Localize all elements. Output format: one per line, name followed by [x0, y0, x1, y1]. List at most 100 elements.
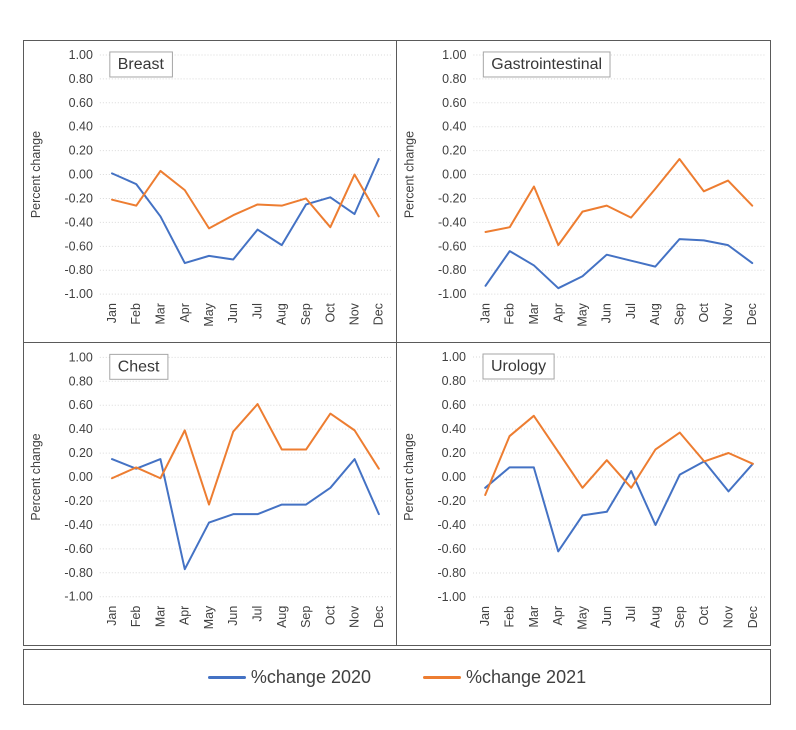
x-tick-label: Nov	[721, 302, 735, 325]
x-tick-label: Jun	[600, 303, 614, 323]
x-tick-label: Jun	[600, 606, 614, 626]
y-tick-label: 0.60	[442, 96, 466, 110]
y-tick-label: -0.40	[65, 215, 93, 229]
y-tick-label: 0.00	[69, 168, 93, 182]
y-tick-label: 1.00	[69, 350, 93, 364]
y-tick-label: -0.20	[438, 191, 466, 205]
y-tick-label: -0.60	[65, 239, 93, 253]
chart-panel-gastrointestinal: 1.00 0.80 0.60 0.40 0.20 0.00 -0.20 -0.40 -0.60 -…	[397, 41, 770, 343]
y-tick-label: 0.60	[442, 398, 466, 412]
y-tick-label: 0.40	[442, 120, 466, 134]
x-tick-label: Feb	[503, 606, 517, 628]
x-tick-label: Jan	[105, 606, 119, 626]
y-tick-label: 1.00	[442, 48, 466, 62]
x-tick-label: Apr	[178, 606, 192, 625]
y-tick-label: -0.20	[65, 191, 93, 205]
y-tick-label: 0.80	[442, 374, 466, 388]
x-tick-label: Mar	[527, 606, 541, 628]
legend-label-2021: %change 2021	[466, 666, 587, 687]
y-tick-label: 0.80	[69, 374, 93, 388]
y-tick-label: -0.80	[64, 566, 92, 580]
x-tick-label: Apr	[551, 606, 565, 625]
x-tick-label: Oct	[323, 303, 337, 323]
chart-title-box	[109, 51, 173, 78]
legend-line-2020-icon	[207, 675, 246, 679]
chest-chart: 1.00 0.80 0.60 0.40 0.20 0.00 -0.20 -0.40 -0.60 -…	[29, 350, 392, 629]
x-tick-label: Feb	[129, 303, 143, 325]
x-tick-label: Jul	[624, 303, 638, 319]
series-line-change-2021	[111, 169, 380, 230]
x-tick-label: Dec	[745, 303, 759, 325]
x-tick-label: Jun	[226, 606, 240, 626]
x-tick-label: Apr	[178, 303, 192, 322]
y-tick-label: 0.20	[442, 446, 466, 460]
x-tick-label: Nov	[722, 605, 736, 628]
y-axis-title: Percent change	[29, 433, 43, 520]
series-line-change-2020	[111, 158, 380, 265]
chart-title-box	[482, 353, 555, 380]
chart-panel-urology: 1.00 0.80 0.60 0.40 0.20 0.00 -0.20 -0.40 -0.60 -…	[397, 343, 770, 645]
x-tick-label: Jan	[479, 303, 493, 323]
y-tick-label: 0.00	[442, 470, 466, 484]
y-tick-label: -1.00	[438, 590, 467, 604]
y-tick-label: 0.20	[69, 446, 93, 460]
x-tick-label: Sep	[672, 303, 686, 325]
y-tick-label: 0.60	[69, 398, 93, 412]
x-tick-label: Jun	[226, 303, 240, 323]
y-tick-label: -1.00	[65, 287, 93, 301]
x-tick-label: Aug	[648, 303, 662, 325]
y-tick-label: -1.00	[438, 287, 466, 301]
urology-chart: 1.00 0.80 0.60 0.40 0.20 0.00 -0.20 -0.40 -0.60 -…	[402, 350, 765, 630]
y-tick-label: 0.40	[69, 120, 93, 134]
y-tick-label: -0.20	[438, 494, 467, 508]
y-tick-label: -0.80	[438, 263, 466, 277]
x-tick-label: Feb	[503, 303, 517, 325]
x-tick-label: Jan	[478, 606, 492, 626]
x-tick-label: Aug	[275, 303, 289, 325]
legend-item-2021: %change 2021	[423, 667, 586, 688]
y-axis-title: Percent change	[402, 433, 416, 521]
x-tick-label: Sep	[673, 606, 687, 628]
chart-title: Breast	[118, 56, 165, 73]
series-line-change-2021	[484, 158, 754, 247]
chart-title: Urology	[491, 358, 546, 375]
x-tick-label: Oct	[697, 605, 711, 625]
y-tick-label: -0.60	[438, 239, 466, 253]
x-tick-label: May	[202, 302, 216, 326]
chart-title: Chest	[118, 358, 160, 375]
y-tick-label: -0.80	[65, 263, 93, 277]
y-tick-label: 0.00	[442, 168, 466, 182]
x-tick-label: Jul	[251, 303, 265, 319]
y-tick-label: -0.80	[438, 566, 467, 580]
x-tick-label: Sep	[299, 606, 313, 628]
y-tick-label: -0.40	[438, 518, 467, 532]
x-tick-label: Nov	[348, 302, 362, 325]
y-tick-label: 1.00	[442, 350, 466, 364]
x-tick-label: Mar	[153, 303, 167, 324]
legend-line-2021-icon	[423, 675, 461, 679]
x-tick-label: Jan	[105, 303, 119, 323]
y-tick-label: 0.20	[442, 144, 466, 158]
chart-panel-chest: 1.00 0.80 0.60 0.40 0.20 0.00 -0.20 -0.40 -0.60 -…	[24, 343, 397, 645]
x-tick-label: May	[575, 302, 589, 326]
x-tick-label: Dec	[372, 303, 386, 325]
x-tick-label: Sep	[299, 303, 313, 325]
series-line-change-2021	[110, 403, 380, 506]
x-tick-label: Mar	[527, 303, 541, 324]
x-tick-label: Jul	[624, 606, 638, 622]
x-tick-label: Aug	[649, 606, 663, 628]
legend: %change 2020 %change 2021	[23, 649, 771, 705]
chart-panel-breast: 1.00 0.80 0.60 0.40 0.20 0.00 -0.20 -0.40 -0.60 -…	[24, 41, 397, 343]
x-tick-label: Dec	[372, 606, 386, 628]
series-line-change-2020	[484, 238, 754, 290]
x-tick-label: Oct	[697, 303, 711, 323]
x-tick-label: Aug	[275, 606, 289, 628]
y-tick-label: 0.00	[69, 470, 93, 484]
y-tick-label: -0.40	[438, 215, 466, 229]
x-tick-label: Apr	[551, 303, 565, 322]
x-tick-label: May	[576, 605, 590, 629]
y-axis-title: Percent change	[403, 131, 417, 218]
y-tick-label: 1.00	[69, 48, 93, 62]
y-tick-label: 0.20	[69, 144, 93, 158]
legend-label-2020: %change 2020	[250, 666, 371, 687]
